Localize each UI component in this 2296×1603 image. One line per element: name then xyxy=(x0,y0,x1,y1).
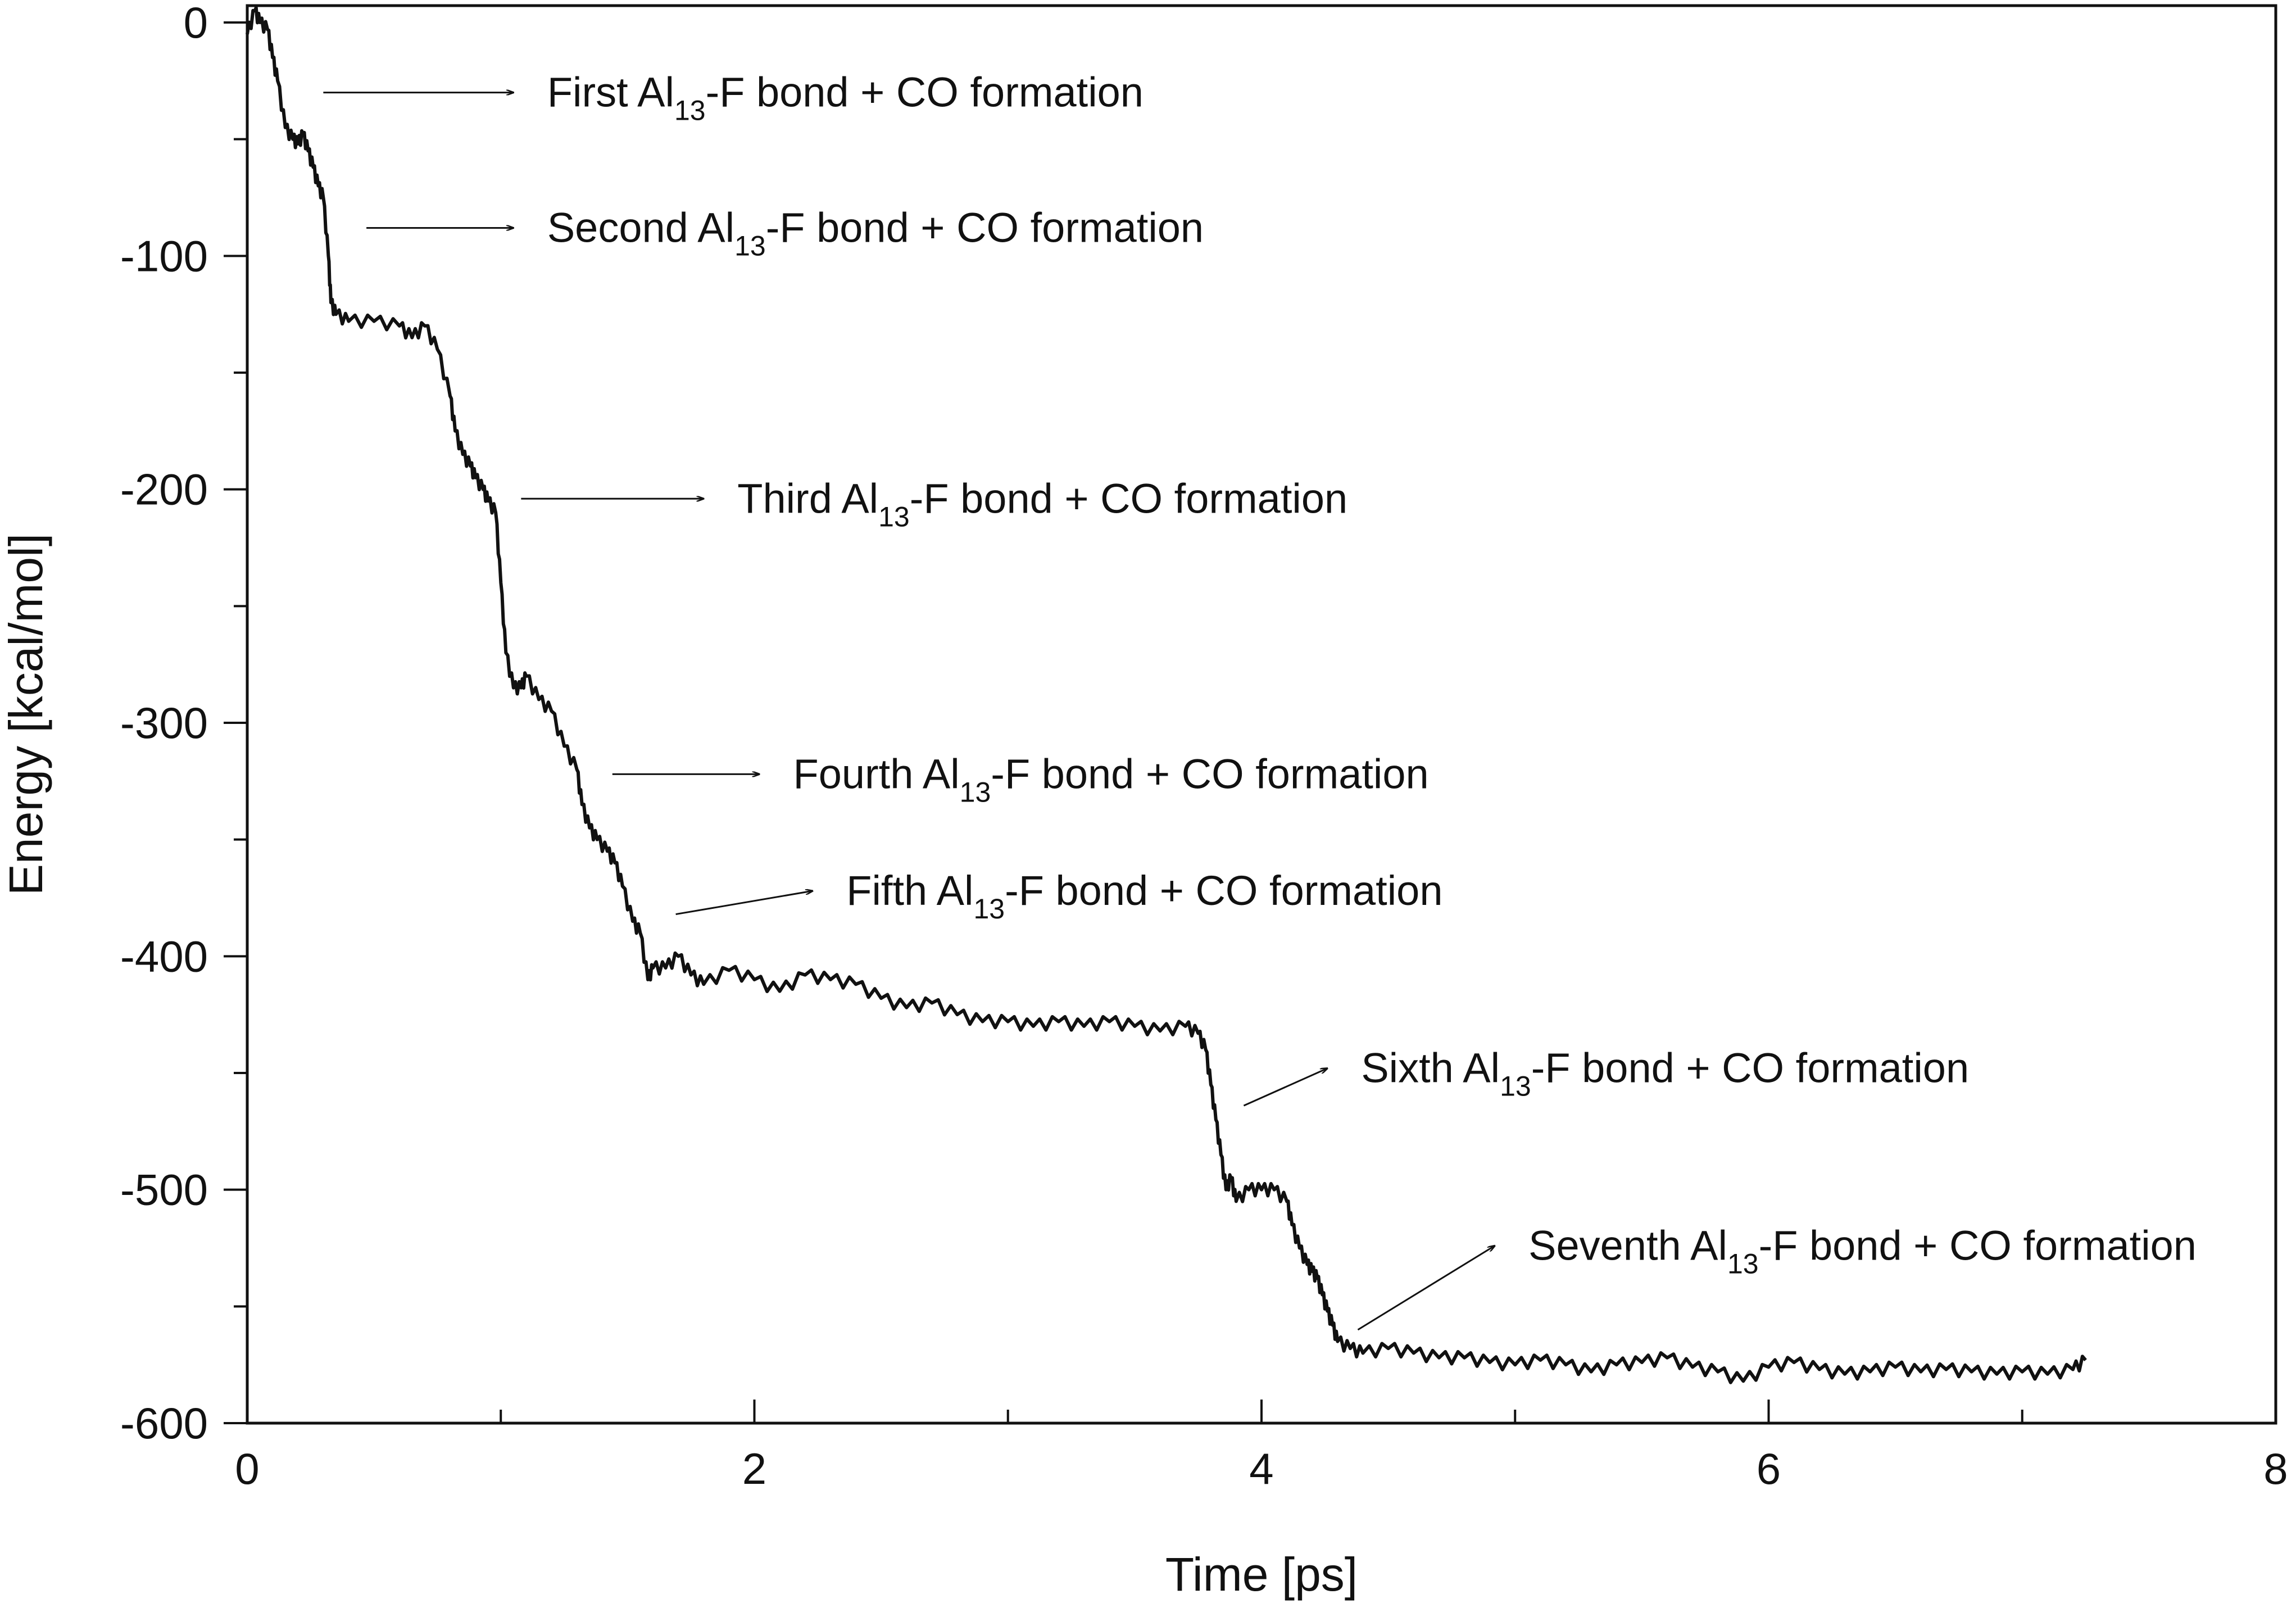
annotation-label: First Al13-F bond + CO formation xyxy=(547,69,1144,126)
annotation-label: Fifth Al13-F bond + CO formation xyxy=(846,867,1442,925)
y-tick-label: -400 xyxy=(120,931,208,981)
x-tick-label: 2 xyxy=(742,1444,766,1493)
y-tick-label: 0 xyxy=(184,0,208,47)
series-layer xyxy=(246,6,2087,1384)
y-axis-ticks: 0 -100 -200 -300 -400 -500 -600 xyxy=(120,0,247,1448)
x-tick-label: 8 xyxy=(2263,1444,2288,1493)
y-tick-label: -200 xyxy=(120,465,208,514)
x-tick-label: 4 xyxy=(1249,1444,1273,1493)
annotation-label: Third Al13-F bond + CO formation xyxy=(737,475,1347,532)
annotation-label: Second Al13-F bond + CO formation xyxy=(547,204,1204,261)
x-tick-label: 0 xyxy=(235,1444,259,1493)
y-tick-label: -100 xyxy=(120,231,208,280)
annotation-label: Seventh Al13-F bond + CO formation xyxy=(1528,1222,2197,1279)
annotation-arrow xyxy=(675,891,813,916)
y-tick-label: -500 xyxy=(120,1165,208,1215)
annotation-label: Fourth Al13-F bond + CO formation xyxy=(793,750,1429,808)
y-tick-label: -300 xyxy=(120,698,208,748)
y-axis-title: Energy [kcal/mol] xyxy=(0,533,52,895)
annotation-layer: First Al13-F bond + CO formation Second A… xyxy=(323,69,2197,1331)
x-tick-label: 6 xyxy=(1757,1444,1781,1493)
y-tick-label: -600 xyxy=(120,1398,208,1448)
x-axis-ticks: 0 2 4 6 8 xyxy=(235,1400,2288,1493)
energy-series-line xyxy=(246,6,2087,1384)
annotation-label: Sixth Al13-F bond + CO formation xyxy=(1361,1045,1969,1102)
x-axis-title: Time [ps] xyxy=(1165,1548,1358,1601)
annotation-arrow xyxy=(1357,1246,1495,1331)
annotation-arrow xyxy=(1243,1068,1327,1107)
